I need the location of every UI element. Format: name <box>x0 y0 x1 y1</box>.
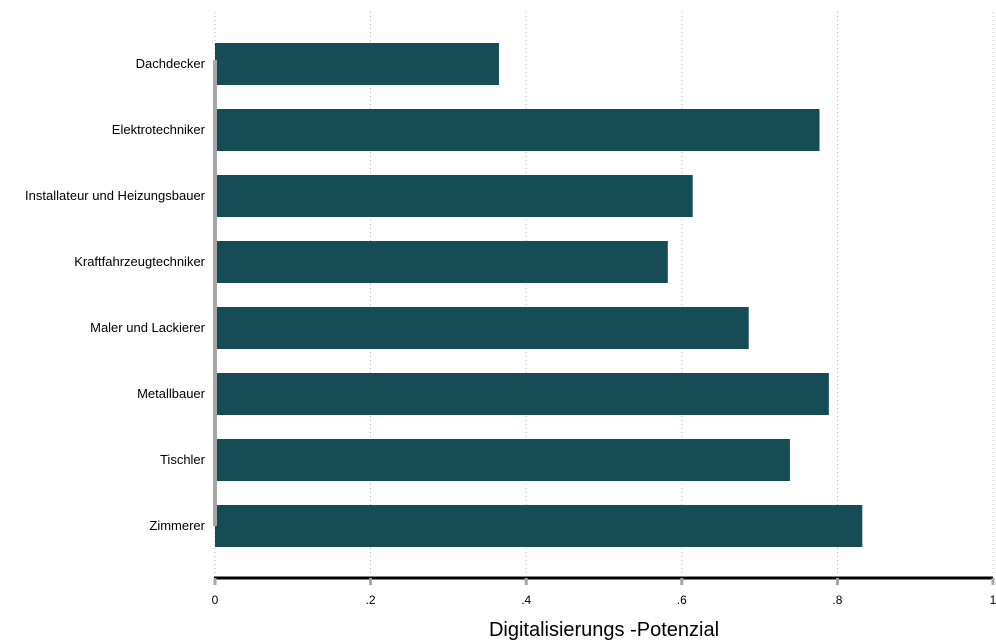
x-tick-label: .8 <box>832 593 842 607</box>
x-axis-title: Digitalisierungs -Potenzial <box>489 619 719 641</box>
bar <box>215 43 499 85</box>
x-tick-label: .2 <box>366 593 376 607</box>
x-tick-label: 0 <box>212 593 219 607</box>
x-tick-label: .4 <box>521 593 531 607</box>
category-label: Zimmerer <box>149 518 205 533</box>
bar <box>215 241 668 283</box>
bar <box>215 109 820 151</box>
x-tick-label: 1 <box>990 593 996 607</box>
x-axis: 0 .2 .4 .6 .8 1 <box>212 576 996 607</box>
category-label: Maler und Lackierer <box>90 320 206 335</box>
gridlines <box>214 12 994 576</box>
bar <box>215 373 829 415</box>
bar <box>215 439 790 481</box>
category-labels: Dachdecker Elektrotechniker Installateur u… <box>25 56 206 533</box>
category-label: Tischler <box>160 452 206 467</box>
category-label: Elektrotechniker <box>112 122 206 137</box>
category-label: Dachdecker <box>136 56 206 71</box>
category-label: Kraftfahrzeugtechniker <box>74 254 205 269</box>
category-label: Metallbauer <box>137 386 206 401</box>
x-tick-label: .6 <box>677 593 687 607</box>
bar <box>215 175 693 217</box>
bars <box>213 43 863 547</box>
category-label: Installateur und Heizungsbauer <box>25 188 206 203</box>
bar <box>215 505 863 547</box>
bar <box>215 307 749 349</box>
